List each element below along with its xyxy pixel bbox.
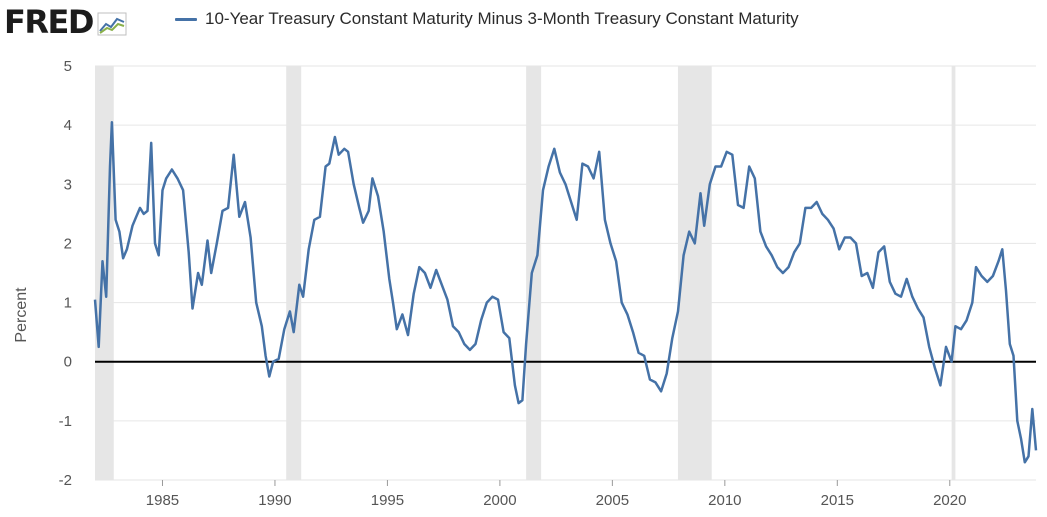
line-chart[interactable]: -2 -1 0 1 2 3 4 5 1985 1990 1995 2000 2005 2010 2015 2… — [0, 44, 1047, 517]
x-tick-label: 1990 — [258, 492, 291, 509]
y-tick-label: -1 — [59, 413, 72, 430]
x-axis-ticks: 1985 1990 1995 2000 2005 2010 2015 2020 — [146, 480, 966, 509]
legend-swatch — [175, 17, 197, 21]
x-tick-label: 2010 — [708, 492, 741, 509]
y-axis-ticks: -2 -1 0 1 2 3 4 5 — [59, 58, 72, 489]
x-tick-label: 2020 — [933, 492, 966, 509]
recession-band — [286, 66, 302, 480]
recession-band — [526, 66, 542, 480]
chart-header: FRED 10-Year Treasury Constant Maturity … — [0, 0, 1047, 44]
recession-bands — [95, 66, 956, 480]
y-tick-label: 2 — [64, 235, 72, 252]
fred-logo-text: FRED — [4, 3, 94, 41]
recession-band — [677, 66, 712, 480]
fred-trend-icon — [97, 12, 127, 36]
y-tick-label: 3 — [64, 176, 72, 193]
recession-band — [951, 66, 956, 480]
x-tick-label: 1995 — [371, 492, 404, 509]
x-tick-label: 2015 — [821, 492, 854, 509]
x-tick-label: 2005 — [596, 492, 629, 509]
y-axis-label: Percent — [13, 287, 30, 343]
x-tick-label: 1985 — [146, 492, 179, 509]
legend-label: 10-Year Treasury Constant Maturity Minus… — [205, 9, 799, 28]
y-tick-label: 0 — [64, 354, 72, 371]
series-layer — [93, 120, 1038, 464]
legend: 10-Year Treasury Constant Maturity Minus… — [175, 9, 799, 29]
grid-lines — [95, 65, 1036, 481]
y-tick-label: 5 — [64, 58, 72, 75]
y-tick-label: 1 — [64, 295, 72, 312]
series-line — [93, 120, 1038, 464]
x-tick-label: 2000 — [483, 492, 516, 509]
y-tick-label: -2 — [59, 472, 72, 489]
fred-logo[interactable]: FRED — [4, 3, 127, 41]
y-tick-label: 4 — [64, 117, 72, 134]
